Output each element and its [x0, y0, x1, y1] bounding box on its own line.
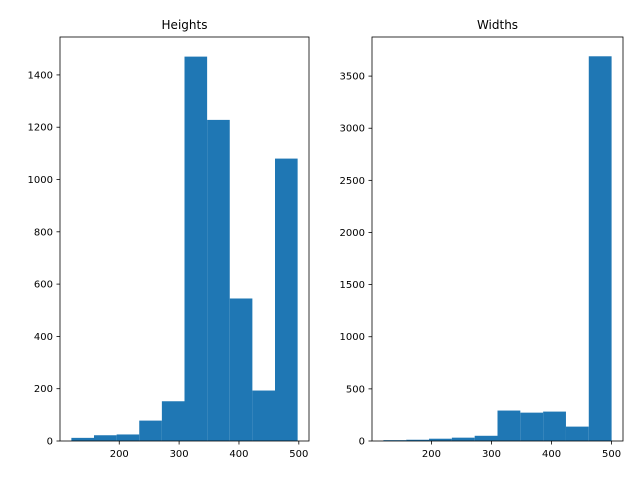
heights-ytick-label: 400 [34, 332, 53, 343]
heights-ytick-label: 200 [34, 384, 53, 395]
widths-title: Widths [477, 18, 518, 32]
widths-bar [383, 440, 407, 441]
heights-bar [252, 390, 276, 441]
heights-bar [184, 56, 208, 442]
widths-ytick-label: 3000 [340, 124, 365, 135]
widths-xtick-label: 300 [482, 449, 501, 460]
widths-xtick-label: 500 [602, 449, 621, 460]
heights-xtick-label: 300 [170, 449, 189, 460]
heights-ytick-label: 800 [34, 227, 53, 238]
heights-bar [139, 420, 162, 441]
widths-ytick-label: 500 [346, 384, 365, 395]
heights-ytick-label: 1000 [28, 175, 53, 186]
widths-bar [474, 435, 498, 441]
widths-ytick-label: 2500 [340, 176, 365, 187]
heights-bar [229, 298, 253, 441]
widths-ytick-label: 0 [359, 437, 365, 448]
heights-bar [207, 119, 230, 441]
heights-bar [275, 158, 298, 442]
widths-ytick-label: 1000 [340, 332, 365, 343]
heights-bar [71, 437, 94, 441]
widths-axes-frame [371, 36, 624, 442]
widths-bar [588, 56, 612, 441]
widths-bar [565, 426, 589, 441]
widths-ytick-label: 3500 [340, 72, 365, 83]
heights-histogram: Heights 200 300 400 500 0 200 400 600 800 1000 120… [28, 18, 310, 460]
widths-bar [451, 437, 475, 441]
widths-histogram: Widths 200 300 400 500 0 500 1000 1500 2000 2500 3… [340, 18, 624, 460]
widths-bar [497, 410, 521, 441]
heights-ytick-label: 0 [47, 437, 53, 448]
widths-ytick-label: 2000 [340, 228, 365, 239]
heights-xtick-label: 500 [289, 449, 308, 460]
widths-ytick-label: 1500 [340, 280, 365, 291]
widths-bar [543, 411, 566, 441]
heights-xtick-label: 200 [110, 449, 129, 460]
heights-title: Heights [162, 18, 208, 32]
heights-bar [161, 401, 185, 441]
heights-bar [93, 435, 117, 441]
heights-xtick-label: 400 [229, 449, 248, 460]
widths-xtick-label: 400 [542, 449, 561, 460]
heights-bar [116, 434, 140, 441]
widths-bar [520, 412, 544, 441]
widths-xtick-label: 200 [422, 449, 441, 460]
heights-ytick-label: 1400 [28, 70, 53, 81]
widths-bar [429, 438, 452, 441]
heights-axes-frame [59, 36, 310, 442]
widths-bar [406, 439, 430, 441]
heights-ytick-label: 1200 [28, 123, 53, 134]
heights-ytick-label: 600 [34, 280, 53, 291]
